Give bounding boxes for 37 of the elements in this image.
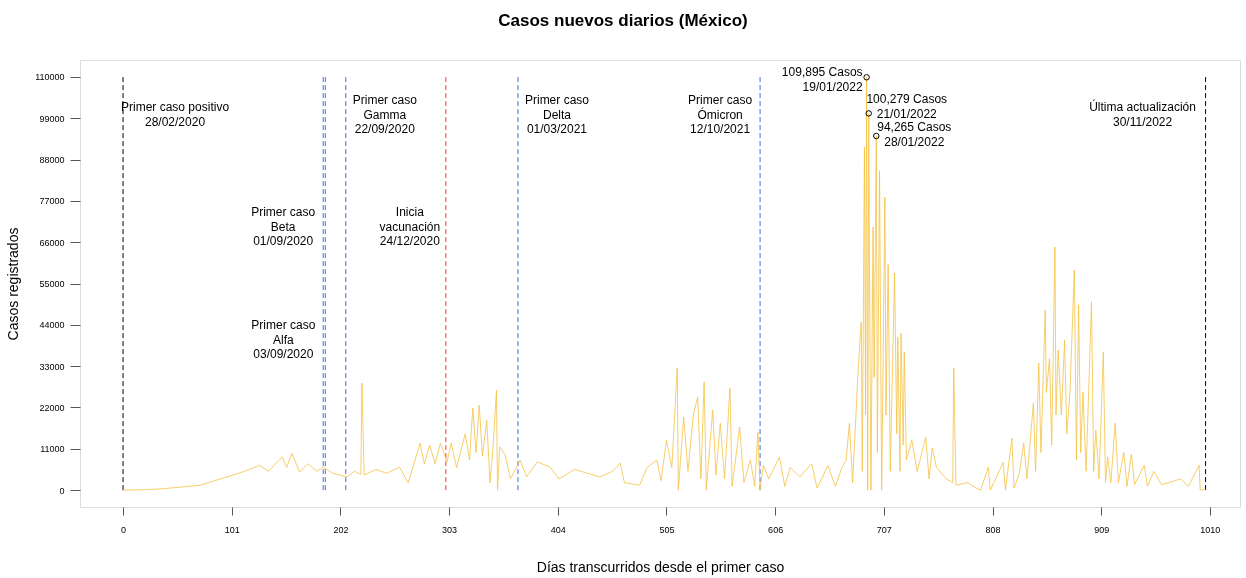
x-tick-label: 0 xyxy=(121,524,127,535)
y-tick-label: 22000 xyxy=(39,402,65,413)
ref-line-label: Última actualización 30/11/2022 xyxy=(1089,99,1196,129)
y-tick-label: 66000 xyxy=(39,237,65,248)
y-tick-label: 110000 xyxy=(35,72,65,83)
x-tick-label: 707 xyxy=(876,524,892,535)
ref-line-label: Primer caso positivo 28/02/2020 xyxy=(121,100,230,129)
ref-line-label: Primer caso Alfa 03/09/2020 xyxy=(251,318,316,361)
x-tick-label: 202 xyxy=(333,524,349,535)
x-tick-label: 303 xyxy=(442,524,458,535)
y-tick-label: 55000 xyxy=(39,279,65,289)
ref-line-label: Primer caso Ómicron 12/10/2021 xyxy=(688,93,753,136)
x-tick-label: 505 xyxy=(659,524,675,535)
x-tick-label: 1010 xyxy=(1200,524,1221,535)
chart-title: Casos nuevos diarios (México) xyxy=(498,11,748,30)
y-tick-label: 33000 xyxy=(39,361,65,372)
x-tick-label: 909 xyxy=(1094,524,1110,535)
annotation: 109,895 Casos 19/01/2022 xyxy=(781,65,863,94)
annotation: 94,265 Casos 28/01/2022 xyxy=(877,120,952,149)
ref-line-label: Primer caso Beta 01/09/2020 xyxy=(251,205,316,248)
y-tick-label: 77000 xyxy=(39,196,65,207)
x-tick-label: 404 xyxy=(550,524,566,535)
x-tick-label: 101 xyxy=(224,524,240,535)
ref-line-label: Primer caso Delta 01/03/2021 xyxy=(524,93,590,136)
ref-line-label: Inicia vacunación 24/12/2020 xyxy=(379,205,441,248)
x-axis-title: Días transcurridos desde el primer caso xyxy=(536,558,785,575)
y-tick-label: 0 xyxy=(59,485,65,496)
y-tick-label: 99000 xyxy=(39,113,65,124)
y-axis-title: Casos registrados xyxy=(5,227,22,341)
ref-line-label: Primer caso Gamma 22/09/2020 xyxy=(352,93,418,136)
x-tick-label: 606 xyxy=(768,524,784,535)
annotation: 100,279 Casos 21/01/2022 xyxy=(866,92,948,121)
x-tick-label: 808 xyxy=(985,524,1001,535)
y-tick-label: 88000 xyxy=(39,155,65,166)
line-series xyxy=(122,76,1206,491)
y-tick-label: 11000 xyxy=(40,444,65,455)
y-tick-label: 44000 xyxy=(39,320,65,331)
